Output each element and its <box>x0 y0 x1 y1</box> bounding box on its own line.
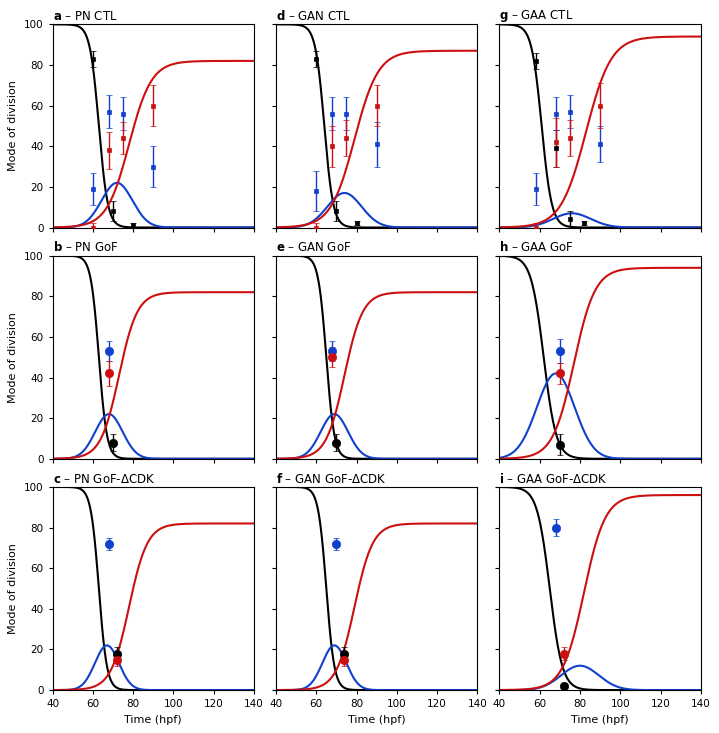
Y-axis label: Mode of division: Mode of division <box>9 312 18 402</box>
Text: $\mathbf{a}$ – PN CTL: $\mathbf{a}$ – PN CTL <box>52 10 117 23</box>
X-axis label: Time (hpf): Time (hpf) <box>348 715 406 725</box>
Text: $\mathbf{h}$ – GAA GoF: $\mathbf{h}$ – GAA GoF <box>500 240 574 254</box>
Text: $\mathbf{d}$ – GAN CTL: $\mathbf{d}$ – GAN CTL <box>276 10 351 23</box>
Text: $\mathbf{g}$ – GAA CTL: $\mathbf{g}$ – GAA CTL <box>500 8 574 24</box>
X-axis label: Time (hpf): Time (hpf) <box>572 715 629 725</box>
X-axis label: Time (hpf): Time (hpf) <box>124 715 182 725</box>
Text: $\mathbf{i}$ – GAA GoF-ΔCDK: $\mathbf{i}$ – GAA GoF-ΔCDK <box>500 472 608 486</box>
Y-axis label: Mode of division: Mode of division <box>9 543 18 634</box>
Text: $\mathbf{f}$ – GAN GoF-ΔCDK: $\mathbf{f}$ – GAN GoF-ΔCDK <box>276 472 387 486</box>
Text: $\mathbf{e}$ – GAN GoF: $\mathbf{e}$ – GAN GoF <box>276 241 352 254</box>
Y-axis label: Mode of division: Mode of division <box>9 81 18 172</box>
Text: $\mathbf{b}$ – PN GoF: $\mathbf{b}$ – PN GoF <box>52 240 118 254</box>
Text: $\mathbf{c}$ – PN GoF-ΔCDK: $\mathbf{c}$ – PN GoF-ΔCDK <box>52 473 155 486</box>
